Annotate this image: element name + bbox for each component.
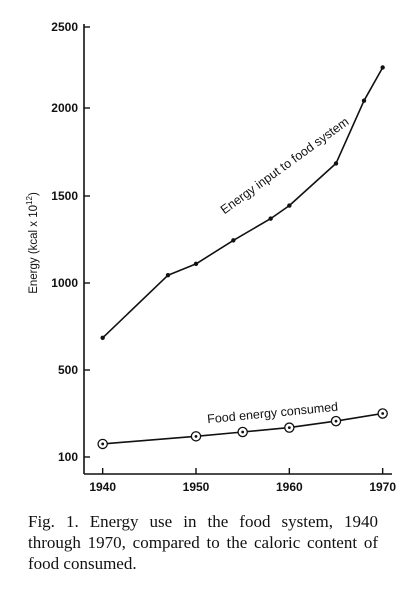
data-point-food-energy-center xyxy=(287,426,291,430)
data-point-energy-input xyxy=(268,216,273,221)
data-point-food-energy-center xyxy=(101,442,105,446)
data-point-food-energy-center xyxy=(194,434,198,438)
y-tick-label: 1500 xyxy=(51,189,78,203)
y-tick-label: 2500 xyxy=(51,20,78,34)
y-tick-label: 1000 xyxy=(51,276,78,290)
y-axis-ticks: 100 500 1000 1500 2000 2500 xyxy=(51,20,90,464)
figure-caption: Fig. 1. Energy use in the food system, 1… xyxy=(28,512,378,573)
data-point-energy-input xyxy=(361,98,367,103)
data-point-energy-input xyxy=(380,65,385,70)
x-tick-label: 1960 xyxy=(276,480,303,494)
y-axis-title: Energy (kcal x 1012) xyxy=(25,192,40,294)
y-tick-label: 500 xyxy=(58,363,78,377)
data-point-energy-input xyxy=(100,335,105,341)
chart-axes xyxy=(83,24,392,475)
data-point-energy-input xyxy=(287,203,292,208)
data-point-food-energy-center xyxy=(334,419,338,423)
y-tick-label: 100 xyxy=(58,450,78,464)
label-food-energy: Food energy consumed xyxy=(207,400,339,427)
y-tick-label: 2000 xyxy=(51,101,78,115)
data-point-energy-input xyxy=(165,272,171,278)
x-tick-label: 1970 xyxy=(369,480,396,494)
data-point-food-energy-center xyxy=(241,430,245,434)
data-point-energy-input xyxy=(231,238,236,243)
data-point-energy-input xyxy=(333,161,339,166)
x-tick-label: 1950 xyxy=(183,480,210,494)
data-point-food-energy-center xyxy=(381,412,385,415)
x-tick-label: 1940 xyxy=(89,480,116,494)
label-energy-input: Energy input to food system xyxy=(218,115,352,217)
series-line-food-energy xyxy=(102,412,383,445)
data-series xyxy=(97,65,388,450)
x-axis-ticks: 1940 1950 1960 1970 xyxy=(89,468,396,494)
data-point-energy-input xyxy=(193,261,199,267)
